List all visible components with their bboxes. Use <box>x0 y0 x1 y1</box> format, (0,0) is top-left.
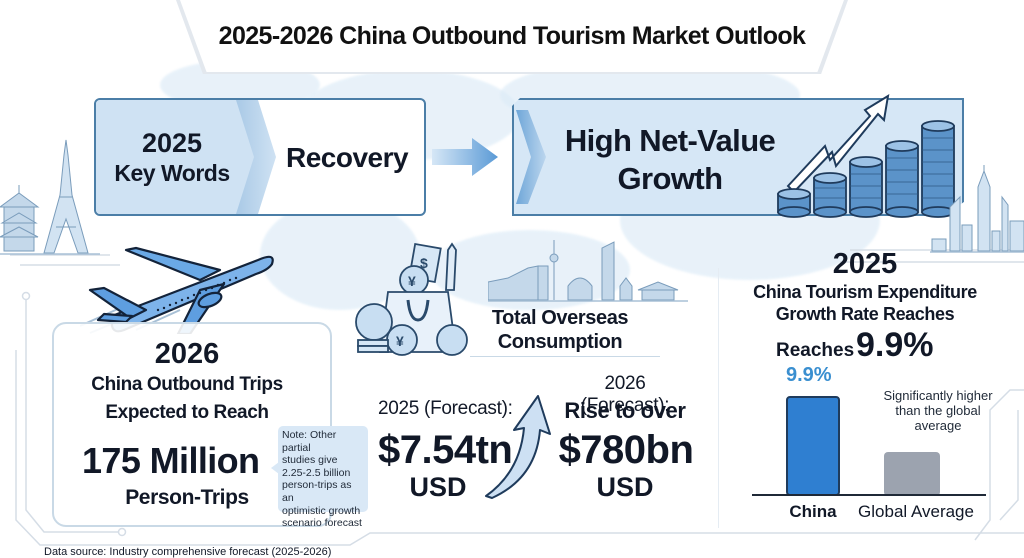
note-line: scenario forecast <box>282 517 362 530</box>
forecast-2025-value: $7.54tn <box>378 428 513 472</box>
china-bar <box>786 396 840 496</box>
consumption-title-line-1: Total Overseas <box>491 307 629 329</box>
china-bar-value: 9.9% <box>786 364 832 386</box>
forecast-2026-unit: USD <box>596 472 654 502</box>
note-line: optimistic growth <box>282 504 361 517</box>
forecast-2025-label: 2025 (Forecast): <box>378 398 513 419</box>
global-average-bar <box>884 452 940 496</box>
growth-rate-reaches-label: Reaches <box>776 340 855 361</box>
note-line: person-trips as an <box>282 479 352 504</box>
annotation-line: than the global <box>895 403 981 418</box>
curved-up-arrow-icon <box>485 395 551 499</box>
outbound-trips-card <box>52 322 332 527</box>
forecast-2025-unit: USD <box>409 472 467 502</box>
right-arrow-icon <box>432 138 498 176</box>
landmarks-icon <box>0 139 100 255</box>
growth-rate-bar-chart: 9.9% Significantly higher than the globa… <box>740 360 993 530</box>
note-pointer <box>271 462 279 474</box>
note-line: studies give <box>282 454 338 467</box>
forecast-2026-value: $780bn <box>558 428 694 472</box>
keyword-recovery: Recovery <box>286 142 409 173</box>
svg-text:$: $ <box>420 255 428 271</box>
growth-rate-line-2: Growth Rate Reaches <box>775 304 955 324</box>
keywords-year: 2025 <box>141 128 203 158</box>
trips-line-1: China Outbound Trips <box>91 374 283 395</box>
category-label-china: China <box>789 502 837 521</box>
comparison-annotation: Significantly higher than the global ave… <box>876 388 1000 433</box>
keywords-label: Key Words <box>114 160 230 186</box>
annotation-line: Significantly higher <box>883 388 993 403</box>
city-skyline-icon <box>930 165 1024 253</box>
note-callout: Note: Other partial studies give 2.25-2.… <box>278 426 368 529</box>
trips-line-2: Expected to Reach <box>105 402 269 423</box>
growth-rate-year: 2025 <box>832 248 898 280</box>
landmarks-skyline-icon <box>488 240 688 302</box>
x-axis <box>752 494 986 496</box>
svg-text:¥: ¥ <box>396 333 404 349</box>
section-divider <box>718 268 719 528</box>
growth-rate-line-1: China Tourism Expenditure <box>753 282 977 302</box>
coins-growth-icon <box>777 94 955 218</box>
forecast-2026-label: 2026 (Forecast): <box>580 373 670 416</box>
growth-line-1: High Net-Value <box>564 123 776 158</box>
keyword-high-net-value-growth: High Net-Value Growth <box>540 122 800 198</box>
trips-value: 175 Million <box>82 440 260 481</box>
page-title: 2025-2026 China Outbound Tourism Market … <box>218 22 806 50</box>
keywords-panel: 2025 Key Words Recovery <box>94 98 426 216</box>
divider <box>470 356 660 357</box>
annotation-line: average <box>914 418 962 433</box>
title-plate <box>180 0 844 72</box>
growth-line-2: Growth <box>617 161 723 196</box>
svg-text:¥: ¥ <box>408 273 416 289</box>
data-source-note: Data source: Industry comprehensive fore… <box>44 546 332 558</box>
forecast-2026-sub: Rise to over <box>564 398 686 423</box>
category-label-global-average: Global Average <box>858 502 974 521</box>
consumption-title-line-2: Consumption <box>497 331 623 353</box>
trips-unit: Person-Trips <box>125 486 249 509</box>
consumption-title: Total Overseas Consumption <box>480 306 640 354</box>
note-line: 2.25-2.5 billion <box>282 466 351 479</box>
growth-rate-value: 9.9% <box>856 326 934 364</box>
note-line: Note: Other partial <box>282 429 337 454</box>
shopping-bag-icon: ¥ ¥ $ <box>355 242 468 356</box>
trips-year: 2026 <box>154 338 220 370</box>
airplane-icon <box>80 246 274 334</box>
